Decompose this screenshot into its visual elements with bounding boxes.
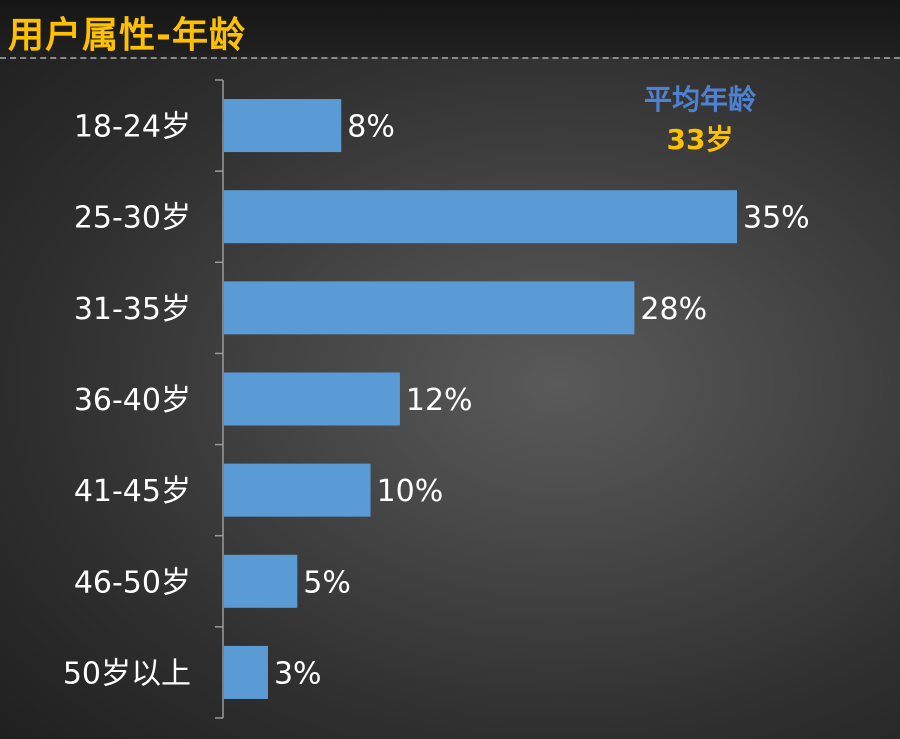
category-label: 18-24岁 [74,110,191,145]
category-label: 50岁以上 [63,656,191,691]
bar [224,190,737,244]
data-label: 28% [640,292,707,327]
bar [224,554,298,608]
bar [224,463,371,517]
page-title: 用户属性-年龄 [8,15,246,56]
category-label: 41-45岁 [74,474,191,509]
average-age-value: 33岁 [666,123,734,156]
bar [224,372,400,426]
data-label: 12% [406,383,473,418]
category-label: 46-50岁 [74,565,191,600]
bar [224,645,268,699]
bar [224,281,635,335]
category-label: 31-35岁 [74,292,191,327]
data-label: 8% [347,110,395,145]
data-label: 35% [743,201,810,236]
bar [224,99,342,153]
title-bar: 用户属性-年龄 [0,0,900,57]
average-age-label: 平均年龄 [643,83,756,116]
data-label: 3% [274,656,322,691]
category-label: 36-40岁 [74,383,191,418]
title-divider [0,57,900,59]
data-label: 10% [377,474,444,509]
data-label: 5% [303,565,351,600]
category-label: 25-30岁 [74,201,191,236]
